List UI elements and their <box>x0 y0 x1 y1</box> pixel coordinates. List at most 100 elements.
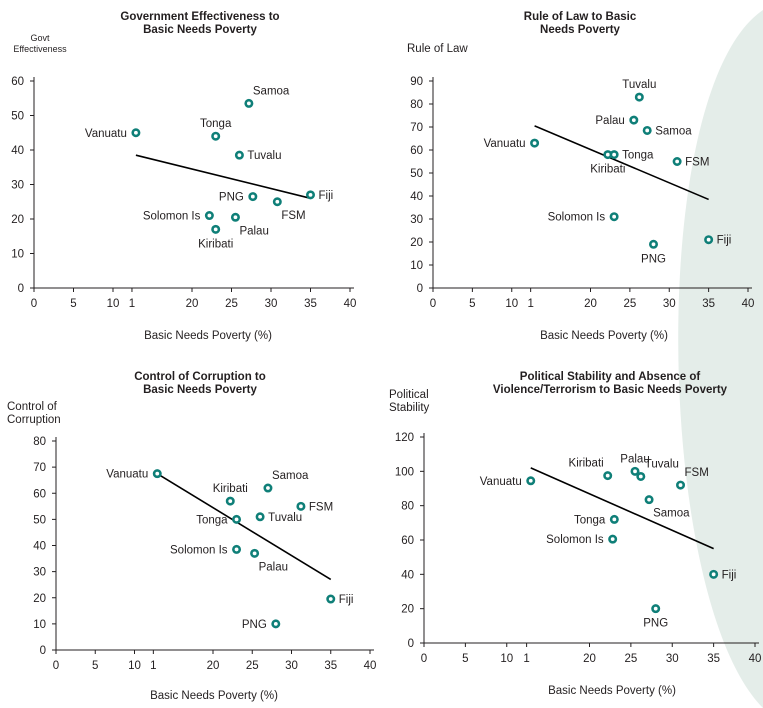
x-tick-label: 25 <box>246 660 259 672</box>
point-label: Vanuatu <box>484 138 526 150</box>
point-label: Tonga <box>200 118 232 130</box>
point-label: Tonga <box>196 514 228 526</box>
point-label: PNG <box>641 253 666 265</box>
y-axis-label: Govt Effectiveness <box>13 33 67 54</box>
x-tick-label: 1 <box>523 653 529 665</box>
y-tick-label: 0 <box>40 645 46 657</box>
x-tick-label: 25 <box>623 298 636 310</box>
data-point <box>704 235 714 245</box>
x-tick-label: 35 <box>324 660 337 672</box>
y-tick-label: 60 <box>11 76 24 88</box>
data-point <box>225 496 235 506</box>
y-tick-label: 10 <box>33 619 46 631</box>
data-point <box>272 197 282 207</box>
trend-line <box>534 125 709 201</box>
chart-title: Rule of Law to Basic Needs Poverty <box>523 11 637 36</box>
scatter-plot-rule-of-law: 0 10 20 30 40 50 60 70 80 90 0 5 10 1 20 25 30 35 40 Tuvalu… <box>410 76 755 310</box>
x-tick-label: 40 <box>344 298 357 310</box>
x-axis-label: Basic Needs Poverty (%) <box>150 690 278 702</box>
trend-line <box>530 467 714 550</box>
x-tick-label: 5 <box>469 298 475 310</box>
y-axis-label: Rule of Law <box>407 43 468 55</box>
chart-title: Control of Corruption to Basic Needs Pove… <box>134 371 266 396</box>
data-point <box>672 157 682 167</box>
x-tick-label: 10 <box>500 653 513 665</box>
data-point <box>250 548 260 558</box>
data-point <box>232 514 242 524</box>
data-point <box>648 239 658 249</box>
y-axis-label: Political Stability <box>389 389 430 414</box>
x-tick-label: 30 <box>285 660 298 672</box>
y-tick-label: 60 <box>33 488 46 500</box>
data-point <box>609 212 619 222</box>
data-point <box>526 476 536 486</box>
y-tick-label: 20 <box>401 604 414 616</box>
x-tick-label: 30 <box>663 298 676 310</box>
point-label: Vanuatu <box>480 476 522 488</box>
x-tick-label: 40 <box>749 653 762 665</box>
x-tick-label: 40 <box>364 660 377 672</box>
x-tick-label: 10 <box>128 660 141 672</box>
y-tick-label: 80 <box>410 99 423 111</box>
x-tick-label: 1 <box>129 298 135 310</box>
point-label: PNG <box>219 192 244 204</box>
y-tick-label: 70 <box>410 122 423 134</box>
data-point <box>608 534 618 544</box>
data-point <box>296 501 306 511</box>
point-label: Palau <box>239 225 268 237</box>
x-tick-label: 40 <box>742 298 755 310</box>
point-label: Tuvalu <box>247 150 281 162</box>
x-tick-label: 25 <box>225 298 238 310</box>
y-tick-label: 80 <box>33 436 46 448</box>
x-tick-label: 30 <box>666 653 679 665</box>
y-tick-label: 30 <box>33 567 46 579</box>
data-point <box>211 224 221 234</box>
y-tick-label: 20 <box>410 237 423 249</box>
point-label: Tuvalu <box>268 512 302 524</box>
x-tick-label: 35 <box>702 298 715 310</box>
y-tick-label: 40 <box>11 145 24 157</box>
point-label: Samoa <box>272 470 309 482</box>
y-tick-label: 30 <box>410 214 423 226</box>
data-point <box>131 128 141 138</box>
data-point <box>232 544 242 554</box>
point-label: Solomon Is <box>143 211 201 223</box>
y-tick-label: 60 <box>410 145 423 157</box>
x-tick-label: 1 <box>150 660 156 672</box>
x-tick-label: 0 <box>430 298 436 310</box>
chart-panel-govt-effectiveness: Government Effectiveness to Basic Needs P… <box>0 0 380 352</box>
y-tick-label: 20 <box>11 214 24 226</box>
y-tick-label: 0 <box>408 638 414 650</box>
x-tick-label: 10 <box>505 298 518 310</box>
data-point <box>305 190 315 200</box>
data-point <box>234 150 244 160</box>
data-point <box>630 466 640 476</box>
chart-title: Government Effectiveness to Basic Needs P… <box>120 11 280 36</box>
x-tick-label: 0 <box>421 653 427 665</box>
point-label: Tuvalu <box>622 79 656 91</box>
data-point <box>204 211 214 221</box>
y-tick-label: 80 <box>401 501 414 513</box>
data-point <box>629 115 639 125</box>
x-tick-label: 5 <box>70 298 76 310</box>
y-tick-label: 50 <box>410 168 423 180</box>
data-point <box>211 131 221 141</box>
x-tick-label: 0 <box>53 660 59 672</box>
data-point <box>230 212 240 222</box>
x-tick-label: 35 <box>707 653 720 665</box>
point-label: FSM <box>685 467 709 479</box>
y-tick-label: 60 <box>401 535 414 547</box>
y-tick-label: 20 <box>33 593 46 605</box>
point-label: Fiji <box>717 235 732 247</box>
y-tick-label: 90 <box>410 76 423 88</box>
point-label: Kiribati <box>590 164 625 176</box>
x-tick-label: 20 <box>186 298 199 310</box>
point-label: Solomon Is <box>170 544 228 556</box>
y-tick-label: 50 <box>33 514 46 526</box>
y-tick-label: 30 <box>11 180 24 192</box>
data-point <box>642 125 652 135</box>
y-tick-label: 70 <box>33 462 46 474</box>
data-point <box>609 150 619 160</box>
